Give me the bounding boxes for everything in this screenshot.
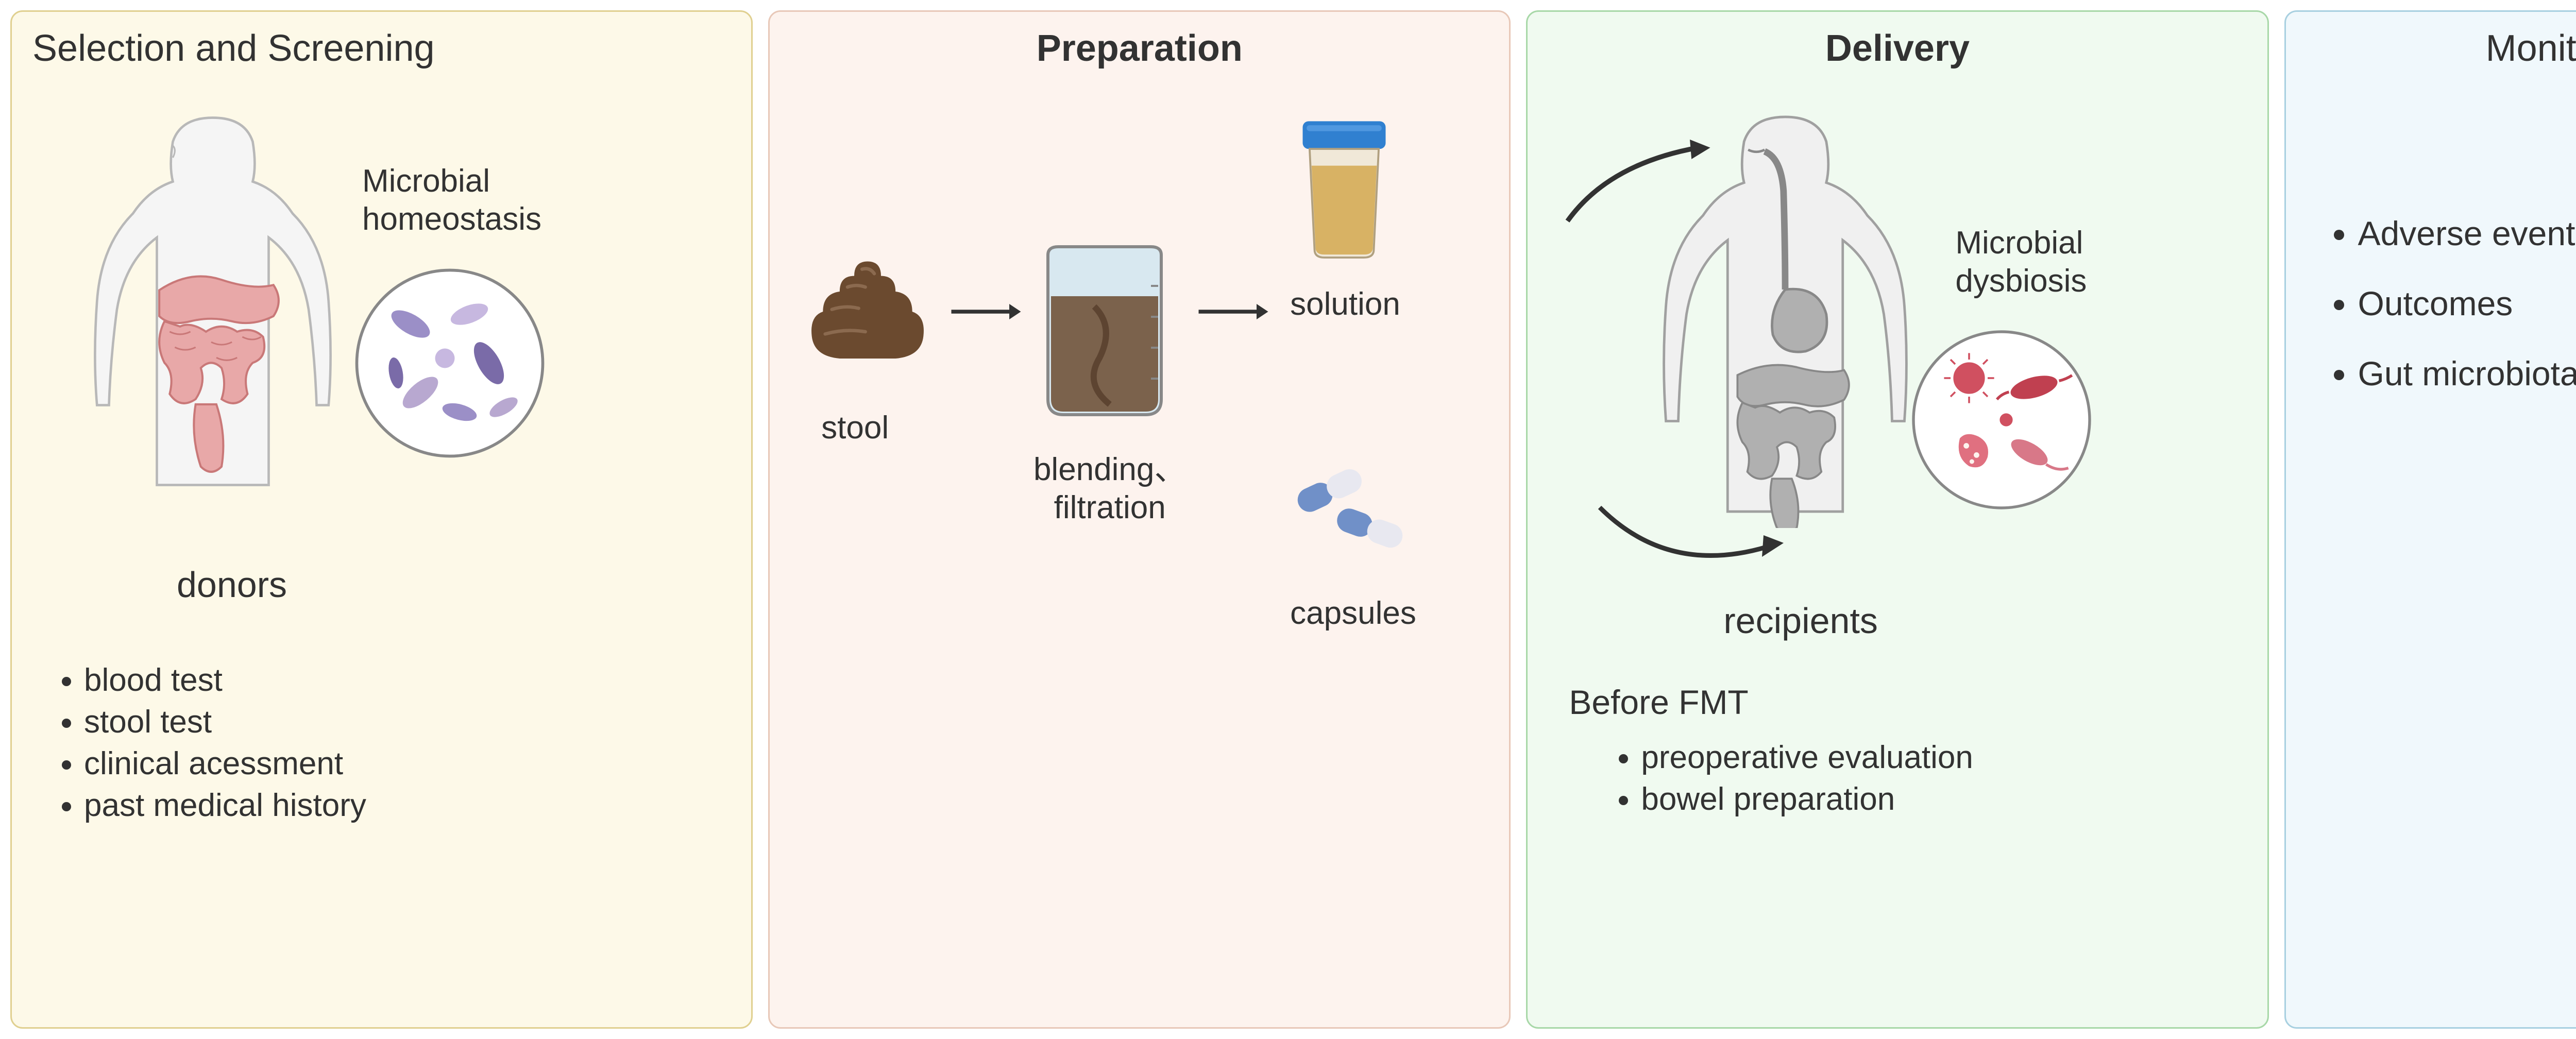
- preparation-illustration-area: stool blending、filtration: [790, 80, 1488, 1012]
- panel-selection-title: Selection and Screening: [32, 27, 731, 70]
- stool-icon: [801, 245, 935, 379]
- bullet-history: past medical history: [84, 787, 366, 824]
- panel-preparation-title: Preparation: [790, 27, 1488, 70]
- donor-body-icon: [53, 100, 372, 502]
- bullet-stool-test: stool test: [84, 704, 366, 740]
- bullet-outcomes: Outcomes: [2358, 284, 2576, 323]
- capsules-label: capsules: [1290, 595, 1416, 632]
- selection-bullets: blood test stool test clinical acessment…: [53, 657, 366, 829]
- delivery-bullets: preoperative evaluation bowel preparatio…: [1610, 734, 1973, 823]
- stool-label: stool: [821, 410, 889, 446]
- delivery-illustration-area: Microbial dysbiosis recipients Before FM…: [1548, 80, 2246, 1012]
- capsules-icon: [1280, 451, 1424, 564]
- bullet-bowel: bowel preparation: [1641, 781, 1973, 817]
- solution-label: solution: [1290, 286, 1400, 322]
- microbial-dysbiosis-label: Microbial dysbiosis: [1955, 224, 2141, 301]
- arrow-1-icon: [945, 296, 1027, 327]
- bullet-adverse: Adverse event: [2358, 214, 2576, 253]
- before-fmt-label: Before FMT: [1569, 683, 1748, 722]
- panel-monitoring-title: Monitoring: [2307, 27, 2576, 70]
- blending-label: blending、filtration: [1007, 451, 1213, 527]
- panel-delivery-title: Delivery: [1548, 27, 2246, 70]
- selection-illustration-area: Microbial homeostasis donors blood test …: [32, 80, 731, 1012]
- beaker-icon: [1032, 234, 1177, 420]
- solution-cup-icon: [1285, 111, 1403, 260]
- bullet-preop: preoperative evaluation: [1641, 739, 1973, 776]
- donors-label: donors: [177, 564, 287, 605]
- panel-selection: Selection and Screening: [10, 10, 753, 1029]
- rectal-arrow-icon: [1589, 492, 1795, 585]
- panel-monitoring: Monitoring Adverse event Outcomes Gut mi…: [2284, 10, 2576, 1029]
- bullet-blood-test: blood test: [84, 662, 366, 699]
- arrow-2-icon: [1192, 296, 1275, 327]
- panel-delivery: Delivery: [1526, 10, 2268, 1029]
- oral-arrow-icon: [1558, 131, 1723, 229]
- bullet-clinical: clinical acessment: [84, 745, 366, 782]
- recipients-label: recipients: [1723, 600, 1878, 641]
- microbial-dysbiosis-icon: [1909, 327, 2094, 513]
- monitoring-bullets: Adverse event Outcomes Gut microbiota al…: [2307, 214, 2576, 393]
- panel-preparation: Preparation stool blending、filtration: [768, 10, 1511, 1029]
- monitoring-area: Adverse event Outcomes Gut microbiota al…: [2307, 80, 2576, 1012]
- bullet-gut: Gut microbiota alteration: [2358, 354, 2576, 393]
- microbial-homeostasis-label: Microbial homeostasis: [362, 162, 579, 239]
- microbial-homeostasis-icon: [352, 265, 548, 461]
